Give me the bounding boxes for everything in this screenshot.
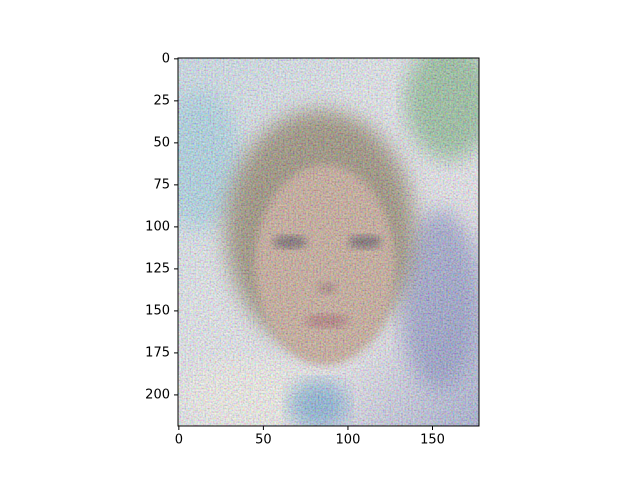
image [178, 58, 479, 426]
y-tick-label: 150 [145, 303, 170, 318]
x-tick-label: 50 [255, 433, 272, 448]
y-tick-label: 175 [145, 345, 170, 360]
y-tick-label: 50 [153, 135, 170, 150]
x-tick-label: 150 [420, 433, 445, 448]
x-tick-label: 0 [175, 433, 183, 448]
axes-frame [177, 57, 480, 427]
y-tick-label: 100 [145, 219, 170, 234]
y-tick-label: 0 [162, 51, 170, 66]
y-tick-label: 200 [145, 387, 170, 402]
y-tick-label: 125 [145, 261, 170, 276]
y-tick-label: 75 [153, 177, 170, 192]
x-tick-label: 100 [336, 433, 361, 448]
y-tick-label: 25 [153, 93, 170, 108]
